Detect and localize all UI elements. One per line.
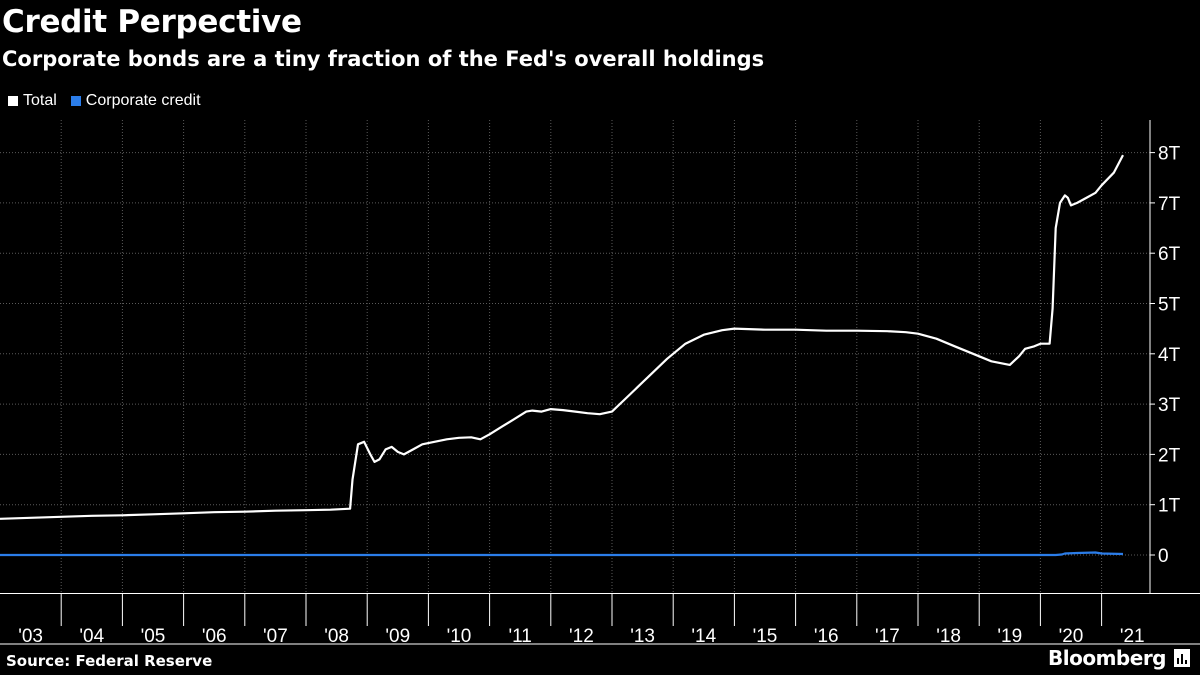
legend: Total Corporate credit [8, 90, 215, 112]
y-tick-label: 0 [1158, 546, 1169, 567]
x-tick-label: '13 [630, 626, 655, 647]
x-tick-labels: '03 '04 '05 '06 '07 '08 '09 '10 '11 '12 '13 '14 '15 '… [18, 626, 1144, 647]
y-tick-label: 3T [1158, 395, 1181, 416]
axis-lines [0, 120, 1200, 645]
x-tick-label: '06 [202, 626, 227, 647]
x-tick-label: '14 [691, 626, 716, 647]
bloomberg-chart-icon [1174, 649, 1190, 667]
legend-item-corporate-credit: Corporate credit [70, 92, 201, 110]
x-tick-label: '20 [1059, 626, 1084, 647]
y-tick-label: 6T [1158, 244, 1181, 265]
x-tick-label: '08 [324, 626, 349, 647]
y-tick-label: 4T [1158, 345, 1181, 366]
series-layer [0, 154, 1124, 557]
x-tick-label: '05 [141, 626, 166, 647]
legend-label-total: Total [23, 92, 57, 109]
x-tick-label: '18 [936, 626, 961, 647]
x-tick-label: '07 [263, 626, 288, 647]
y-tick-label: 7T [1158, 194, 1181, 215]
y-tick-label: 8T [1158, 144, 1181, 165]
legend-swatch-corporate-credit [70, 96, 81, 106]
x-tick-label: '19 [997, 626, 1022, 647]
x-tick-label: '10 [447, 626, 472, 647]
x-gridlines [60, 120, 1103, 593]
legend-item-total: Total [8, 92, 57, 110]
y-gridlines [0, 152, 1155, 556]
x-tick-label: '16 [814, 626, 839, 647]
x-tick-label: '21 [1120, 626, 1145, 647]
brand: Bloomberg [1048, 646, 1190, 670]
x-tick-label: '11 [509, 626, 532, 647]
chart-title: Credit Perpective [2, 4, 302, 40]
source-note: Source: Federal Reserve [6, 652, 213, 670]
y-tick-label: 2T [1158, 445, 1181, 466]
chart-subtitle: Corporate bonds are a tiny fraction of t… [2, 47, 765, 71]
x-tick-label: '15 [753, 626, 778, 647]
y-tick-labels: 0 1T 2T 3T 4T 5T 6T 7T 8T [1158, 144, 1181, 567]
legend-label-corporate-credit: Corporate credit [85, 92, 201, 109]
y-tick-label: 5T [1158, 295, 1181, 316]
y-tick-label: 1T [1158, 496, 1181, 517]
brand-name: Bloomberg [1048, 646, 1166, 670]
x-tick-label: '09 [385, 626, 410, 647]
legend-swatch-total [8, 96, 18, 106]
x-tick-label: '03 [18, 626, 43, 647]
x-tick-label: '04 [79, 626, 104, 647]
series-line-total [0, 154, 1124, 520]
series-line-corporate-credit [0, 551, 1124, 557]
x-tick-label: '12 [569, 626, 594, 647]
x-tick-label: '17 [875, 626, 900, 647]
